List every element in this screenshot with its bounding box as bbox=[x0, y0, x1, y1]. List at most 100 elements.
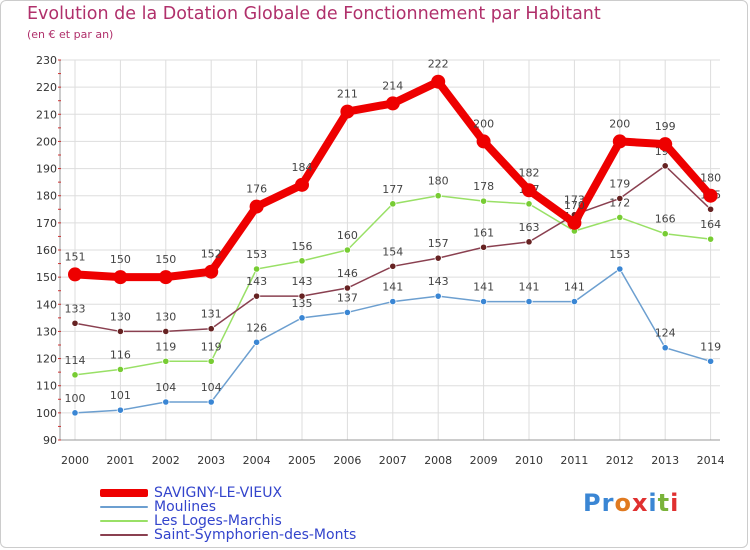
data-label: 119 bbox=[201, 340, 222, 353]
data-label: 130 bbox=[110, 310, 131, 323]
data-point bbox=[389, 262, 397, 270]
data-label: 143 bbox=[292, 275, 313, 288]
data-point bbox=[207, 398, 215, 406]
data-label: 166 bbox=[655, 213, 676, 226]
data-label: 104 bbox=[155, 381, 176, 394]
data-label: 137 bbox=[337, 291, 358, 304]
data-label: 101 bbox=[110, 389, 131, 402]
data-label: 170 bbox=[564, 199, 585, 212]
legend-label: Moulines bbox=[154, 499, 217, 515]
data-label: 178 bbox=[473, 180, 494, 193]
x-tick-label: 2014 bbox=[697, 454, 725, 467]
logo-letter: x bbox=[631, 489, 649, 517]
legend-item: Les Loges-Marchis bbox=[100, 514, 356, 528]
data-label: 176 bbox=[246, 183, 267, 196]
data-point bbox=[298, 292, 306, 300]
data-point bbox=[567, 215, 582, 230]
data-label: 200 bbox=[473, 117, 494, 130]
data-label: 141 bbox=[519, 281, 540, 294]
y-tick-label: 110 bbox=[36, 380, 57, 393]
x-tick-label: 2008 bbox=[424, 454, 452, 467]
data-point bbox=[389, 200, 397, 208]
data-point bbox=[612, 134, 627, 149]
data-point bbox=[116, 365, 125, 374]
data-point bbox=[434, 292, 442, 300]
x-tick-label: 2006 bbox=[333, 454, 361, 467]
proxiti-logo: Proxiti bbox=[583, 489, 679, 517]
y-tick-label: 190 bbox=[36, 163, 57, 176]
data-label: 114 bbox=[65, 354, 86, 367]
data-label: 116 bbox=[110, 348, 131, 361]
legend-swatch bbox=[100, 489, 148, 497]
y-tick-label: 230 bbox=[36, 54, 57, 67]
data-label: 130 bbox=[155, 310, 176, 323]
data-label: 141 bbox=[382, 281, 403, 294]
data-label: 173 bbox=[564, 194, 585, 207]
x-tick-label: 2003 bbox=[197, 454, 225, 467]
logo-letter: t bbox=[657, 489, 671, 517]
data-point bbox=[295, 177, 309, 192]
data-point bbox=[525, 238, 533, 246]
data-label: 135 bbox=[292, 297, 313, 310]
x-tick-label: 2004 bbox=[243, 454, 271, 467]
data-point bbox=[113, 270, 128, 285]
data-point bbox=[522, 183, 536, 198]
data-point bbox=[68, 267, 82, 282]
chart-legend: SAVIGNY-LE-VIEUX Moulines Les Loges-Marchi… bbox=[100, 486, 356, 542]
data-point bbox=[389, 297, 397, 306]
y-tick-label: 220 bbox=[36, 81, 57, 94]
data-label: 160 bbox=[337, 229, 358, 242]
legend-swatch bbox=[100, 534, 148, 536]
data-point bbox=[343, 246, 351, 254]
legend-item: Saint-Symphorien-des-Monts bbox=[100, 528, 356, 542]
y-tick-label: 210 bbox=[36, 108, 57, 121]
data-label: 222 bbox=[428, 58, 449, 71]
data-label: 164 bbox=[700, 218, 721, 231]
data-point bbox=[249, 199, 264, 214]
data-point bbox=[616, 213, 624, 222]
data-label: 161 bbox=[473, 226, 494, 239]
data-point bbox=[298, 257, 306, 265]
data-label: 150 bbox=[155, 253, 176, 266]
y-tick-label: 170 bbox=[36, 217, 57, 230]
x-tick-label: 2009 bbox=[470, 454, 498, 467]
data-point bbox=[434, 192, 442, 200]
data-point bbox=[162, 398, 170, 406]
data-point bbox=[343, 284, 351, 292]
y-tick-label: 130 bbox=[36, 325, 57, 338]
data-point bbox=[616, 194, 624, 203]
data-label: 214 bbox=[382, 79, 403, 92]
logo-letter: r bbox=[601, 489, 615, 517]
data-label: 131 bbox=[201, 308, 222, 321]
data-label: 104 bbox=[201, 381, 222, 394]
data-label: 143 bbox=[246, 275, 267, 288]
legend-label: Saint-Symphorien-des-Monts bbox=[154, 527, 357, 543]
data-point bbox=[703, 188, 718, 203]
data-point bbox=[71, 409, 79, 417]
data-point bbox=[116, 406, 125, 414]
data-label: 119 bbox=[700, 340, 721, 353]
data-point bbox=[207, 357, 215, 365]
data-label: 163 bbox=[519, 221, 540, 234]
y-tick-label: 100 bbox=[36, 407, 57, 420]
data-point bbox=[162, 357, 170, 365]
legend-item: Moulines bbox=[100, 500, 356, 514]
data-point bbox=[431, 74, 446, 89]
logo-letter: i bbox=[670, 489, 680, 517]
data-label: 100 bbox=[65, 392, 86, 405]
logo-letter: P bbox=[583, 489, 602, 517]
y-tick-label: 160 bbox=[36, 244, 57, 257]
data-label: 184 bbox=[292, 161, 313, 174]
data-point bbox=[706, 357, 715, 365]
data-point bbox=[158, 270, 173, 285]
data-point bbox=[340, 104, 355, 119]
data-point bbox=[253, 265, 261, 273]
data-point bbox=[479, 197, 488, 205]
data-label: 152 bbox=[201, 248, 222, 261]
data-label: 200 bbox=[609, 117, 630, 130]
data-point bbox=[71, 371, 79, 379]
data-label: 154 bbox=[382, 245, 403, 258]
data-point bbox=[253, 338, 261, 346]
